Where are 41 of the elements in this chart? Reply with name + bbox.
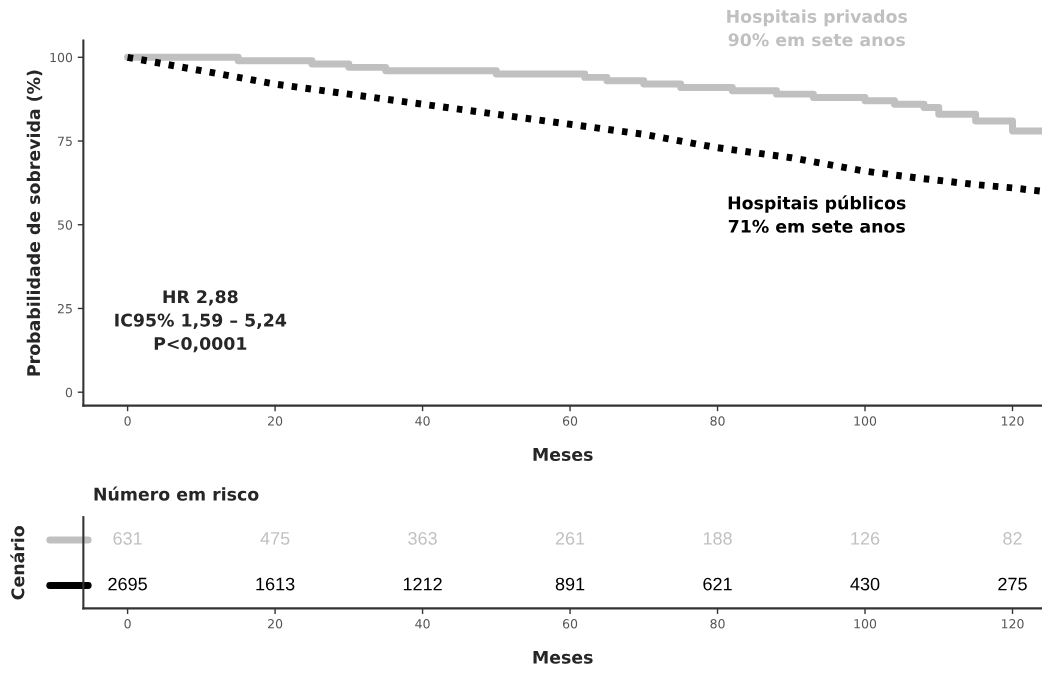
data-label: 430 [850, 577, 880, 591]
x-tick-label: 100 [854, 416, 877, 426]
x-axis-title: Meses [533, 448, 593, 461]
text: Hospitais privados 90% em sete anos [727, 9, 907, 47]
data-label: 188 [703, 532, 732, 545]
y-axis-title: Cenário [10, 526, 25, 600]
series-label: Hospitais públicos 71% em sete anos [728, 195, 906, 233]
data-label: 1613 [256, 577, 295, 591]
x-tick-label: 60 [562, 619, 578, 629]
data-label: 621 [703, 577, 732, 591]
y-tick-label: 75 [58, 136, 72, 146]
data-label: 475 [260, 532, 290, 545]
x-tick-label: 60 [562, 416, 578, 426]
x-tick-label: 80 [710, 416, 725, 426]
y-tick-label: 0 [65, 387, 73, 398]
y-tick-label: 25 [57, 303, 72, 314]
data-label: 363 [408, 532, 437, 545]
data-label: 275 [998, 577, 1027, 591]
data-label: 82 [1003, 532, 1022, 545]
x-tick-label: 40 [415, 619, 430, 629]
y-tick-label: 50 [58, 220, 73, 230]
data-label: 1212 [403, 577, 442, 591]
chart-title: Número em risco [94, 486, 259, 501]
x-axis-title: Meses [533, 650, 593, 664]
y-tick-label: 100 [50, 52, 73, 63]
x-tick-label: 80 [710, 619, 725, 629]
x-tick-label: 40 [415, 416, 430, 426]
x-tick-label: 0 [124, 416, 131, 426]
data-label: 891 [555, 577, 585, 591]
x-tick-label: 0 [124, 619, 131, 629]
x-tick-label: 120 [1001, 619, 1024, 629]
annotation: HR 2,88 IC95% 1,59 – 5,24 P<0,0001 [115, 290, 287, 353]
x-tick-label: 100 [854, 619, 877, 629]
data-label: 261 [555, 532, 585, 545]
data-label: 126 [851, 532, 880, 545]
x-tick-label: 120 [1001, 416, 1024, 426]
x-tick-label: 20 [268, 416, 283, 426]
y-axis-title: Probabilidade de sobrevida (%) [26, 70, 43, 376]
data-label: 631 [113, 532, 142, 545]
data-label: 2695 [108, 577, 147, 591]
x-tick-label: 20 [268, 619, 283, 629]
